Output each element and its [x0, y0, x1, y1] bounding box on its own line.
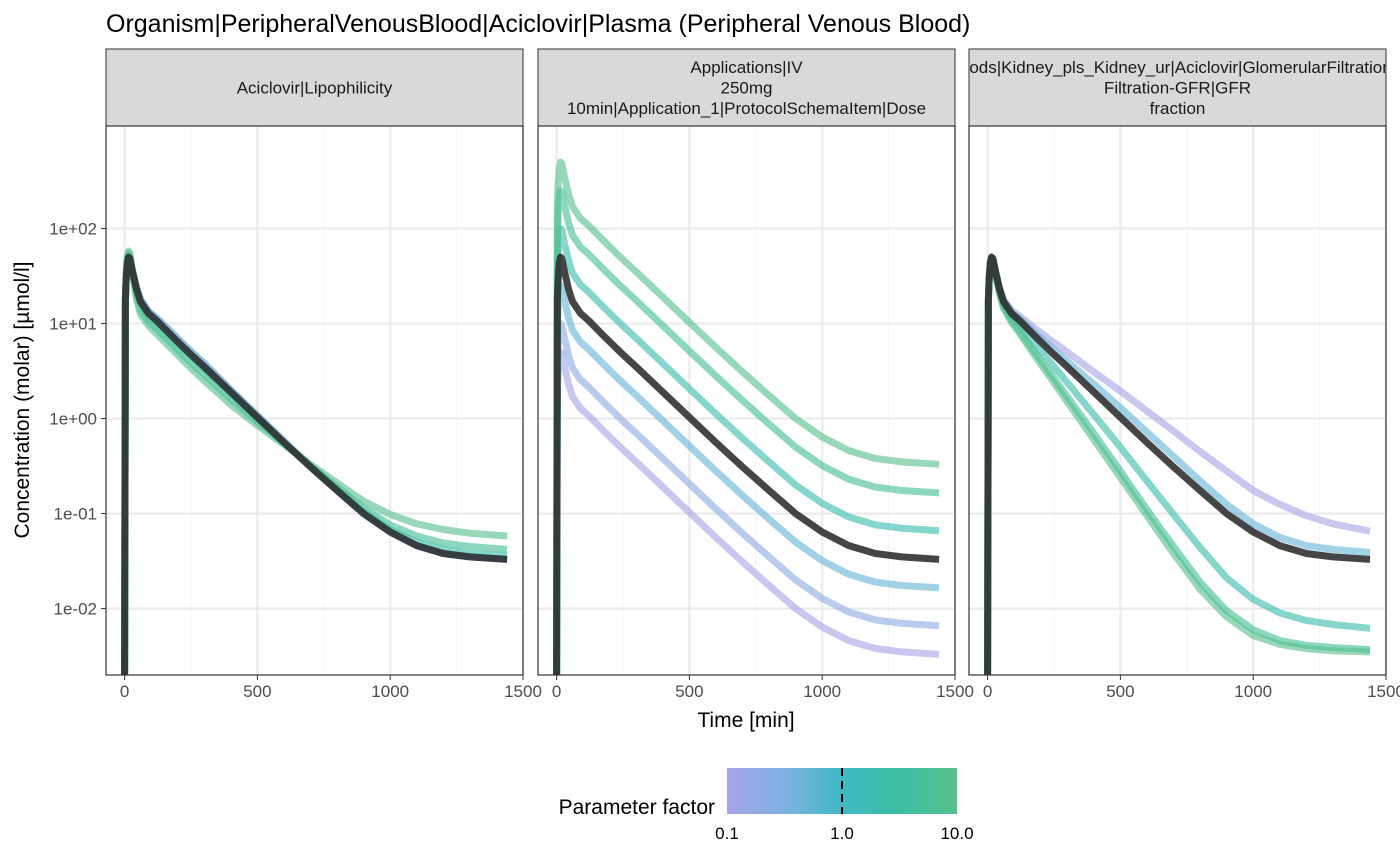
y-axis-label: Concentration (molar) [µmol/l]: [11, 261, 34, 538]
series-line-reference: [984, 253, 1371, 675]
x-tick-label: 1500: [504, 682, 542, 701]
panel-1: Aciclovir|Lipophilicity 0 500 1000 1500 1e-02…: [49, 48, 542, 701]
panel-3: Neighborhoods|Kidney_pls_Kidney_ur|Acicl…: [881, 48, 1400, 701]
panel-2: Applications|IV 250mg10min|Application_1|…: [537, 48, 974, 701]
x-tick-label: 0: [983, 682, 992, 701]
x-tick-label: 1000: [1234, 682, 1272, 701]
legend-tick-label: 1.0: [830, 824, 854, 843]
legend: Parameter factor 0.1 1.0 10.0: [559, 768, 974, 843]
panel-border: [537, 125, 956, 676]
series-line-reference: [121, 253, 508, 675]
x-tick-label: 1000: [371, 682, 409, 701]
series-line-reference: [553, 253, 940, 675]
y-tick-label: 1e+02: [49, 220, 97, 239]
legend-title: Parameter factor: [559, 796, 715, 819]
x-tick-label: 500: [675, 682, 703, 701]
y-tick-label: 1e-01: [54, 505, 97, 524]
y-tick-label: 1e-02: [54, 600, 97, 619]
plot-area: [969, 126, 1386, 675]
panel-strip-label: Filtration-GFR|GFR: [1104, 79, 1251, 98]
panel-strip-label: Applications|IV: [690, 58, 803, 77]
panel-strip-label: 250mg: [721, 79, 773, 98]
panel-strip: [968, 48, 1387, 127]
x-axis-label: Time [min]: [697, 709, 794, 732]
x-tick-label: 500: [1106, 682, 1134, 701]
panel-strip-label: Aciclovir|Lipophilicity: [237, 79, 393, 98]
x-tick-label: 0: [552, 682, 561, 701]
panel-strip: [537, 48, 956, 127]
series-line: [121, 247, 508, 675]
panel-border: [968, 125, 1387, 676]
series-line: [553, 158, 940, 675]
legend-tick-label: 0.1: [715, 824, 739, 843]
legend-tick-label: 10.0: [940, 824, 973, 843]
series-group: [121, 247, 508, 675]
panel-strip-label: 10min|Application_1|ProtocolSchemaItem|D…: [567, 99, 926, 118]
series-group: [553, 158, 940, 675]
y-tick-label: 1e+00: [49, 410, 97, 429]
x-tick-label: 0: [120, 682, 129, 701]
panel-strip: [105, 48, 524, 127]
series-group: [984, 253, 1371, 675]
panels: Aciclovir|Lipophilicity 0 500 1000 1500 1e-02…: [49, 48, 1400, 701]
panel-border: [105, 125, 524, 676]
x-tick-label: 1500: [1367, 682, 1400, 701]
x-tick-label: 1500: [936, 682, 974, 701]
y-tick-label: 1e+01: [49, 315, 97, 334]
x-tick-label: 1000: [803, 682, 841, 701]
plot-area: [106, 126, 523, 675]
x-tick-label: 500: [243, 682, 271, 701]
panel-strip-label: Neighborhoods|Kidney_pls_Kidney_ur|Acicl…: [881, 58, 1400, 77]
panel-strip-label: fraction: [1150, 99, 1206, 118]
chart-title: Organism|PeripheralVenousBlood|Aciclovir…: [106, 10, 970, 38]
